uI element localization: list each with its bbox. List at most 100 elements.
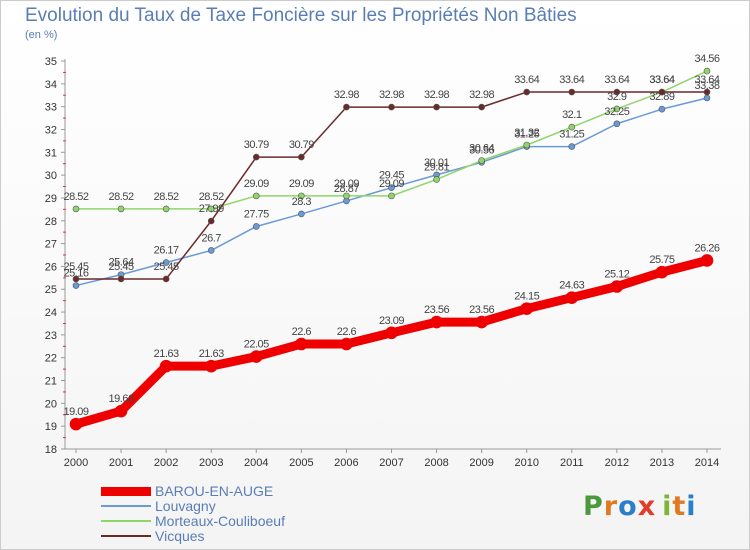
series-point — [252, 223, 260, 230]
chart-title: Evolution du Taux de Taxe Foncière sur l… — [25, 5, 577, 26]
data-label: 30.79 — [289, 139, 314, 151]
series-point — [252, 153, 260, 161]
series-point — [478, 103, 485, 111]
series-point — [703, 94, 711, 102]
data-label: 19.66 — [109, 393, 134, 405]
data-label: 26.7 — [202, 232, 222, 244]
data-label: 32.9 — [607, 91, 627, 103]
data-label: 32.1 — [562, 109, 582, 121]
y-tick-label: 25 — [45, 284, 57, 296]
data-label: 22.6 — [292, 326, 312, 338]
logo-letter: x — [637, 491, 657, 522]
data-label: 19.09 — [63, 406, 88, 418]
series-point — [568, 143, 576, 150]
data-label: 33.38 — [694, 80, 719, 92]
series-point — [523, 141, 531, 149]
data-label: 33.64 — [649, 74, 674, 86]
data-label: 28.87 — [334, 183, 359, 195]
x-tick-label: 2003 — [199, 457, 223, 469]
data-label: 28.52 — [199, 191, 224, 203]
y-tick-label: 22 — [45, 353, 57, 365]
logo-letter: P — [583, 491, 604, 522]
series-point — [159, 359, 173, 373]
series-point — [162, 205, 170, 213]
x-tick-label: 2007 — [379, 457, 403, 469]
data-label: 30.56 — [469, 144, 494, 156]
y-tick-label: 33 — [45, 102, 57, 114]
data-label: 27.99 — [199, 203, 224, 215]
series-point — [72, 205, 80, 213]
series-point — [249, 350, 263, 363]
series-point — [610, 280, 624, 293]
data-label: 21.63 — [154, 348, 179, 360]
series-point — [703, 88, 711, 96]
series-point — [568, 88, 576, 96]
series-point — [430, 315, 443, 329]
data-label: 33.64 — [604, 74, 629, 86]
data-label: 30.79 — [244, 139, 269, 151]
series-point — [568, 123, 576, 131]
series-point — [72, 275, 80, 283]
logo-letter: t — [672, 491, 687, 522]
data-label: 26.26 — [694, 242, 719, 254]
legend-label: BAROU-EN-AUGE — [155, 483, 274, 499]
logo-letter: o — [618, 491, 638, 522]
x-tick-label: 2013 — [650, 457, 674, 469]
series-point — [388, 103, 395, 111]
series-point — [295, 337, 308, 351]
series-point — [703, 67, 711, 75]
data-label: 32.25 — [604, 106, 629, 118]
legend-swatch — [101, 535, 151, 537]
data-label: 25.16 — [63, 268, 88, 280]
data-label: 28.52 — [109, 191, 134, 203]
series-point — [69, 417, 83, 431]
series-point — [388, 192, 395, 200]
x-tick-label: 2014 — [695, 457, 719, 469]
data-label: 29.81 — [424, 161, 449, 173]
legend-swatch — [101, 505, 151, 507]
series-point — [298, 210, 305, 218]
data-label: 29.09 — [334, 178, 359, 190]
x-tick-label: 2004 — [244, 457, 268, 469]
data-label: 24.15 — [514, 291, 539, 303]
y-tick-label: 26 — [45, 261, 57, 273]
series-point — [114, 404, 128, 418]
series-point — [613, 120, 621, 128]
series-point — [613, 88, 621, 96]
x-tick-label: 2005 — [289, 457, 313, 469]
series-point — [162, 275, 170, 283]
x-tick-label: 2012 — [605, 457, 629, 469]
legend-label: Vicques — [155, 528, 205, 544]
data-label: 31.32 — [514, 127, 539, 139]
y-tick-label: 21 — [45, 376, 57, 388]
data-label: 30.64 — [469, 143, 494, 155]
x-tick-label: 2011 — [560, 457, 584, 469]
x-tick-label: 2002 — [154, 457, 178, 469]
series-point — [343, 192, 350, 200]
legend-label: Louvagny — [155, 498, 216, 514]
x-tick-label: 2006 — [334, 457, 358, 469]
data-label: 23.56 — [424, 304, 449, 316]
data-label: 32.89 — [649, 91, 674, 103]
data-label: 30.01 — [424, 157, 449, 169]
chart-legend: BAROU-EN-AUGE Louvagny Morteaux-Couliboeuf… — [99, 483, 399, 544]
logo-letter: i — [686, 491, 697, 522]
data-label: 29.09 — [289, 178, 314, 190]
data-label: 22.05 — [244, 339, 269, 351]
logo-letter: i — [662, 491, 673, 522]
data-label: 29.45 — [379, 170, 404, 182]
series-point — [340, 337, 353, 351]
legend-item: Louvagny — [99, 498, 399, 514]
y-tick-label: 23 — [45, 330, 57, 342]
x-tick-label: 2009 — [469, 457, 493, 469]
y-tick-label: 31 — [45, 147, 57, 159]
data-label: 25.45 — [63, 261, 88, 273]
data-label: 26.17 — [154, 245, 179, 257]
series-point — [388, 184, 395, 191]
series-point — [433, 103, 440, 111]
data-label: 34.56 — [694, 53, 719, 65]
legend-item: BAROU-EN-AUGE — [99, 483, 399, 499]
y-tick-label: 35 — [45, 56, 57, 68]
data-label: 32.98 — [379, 89, 404, 101]
